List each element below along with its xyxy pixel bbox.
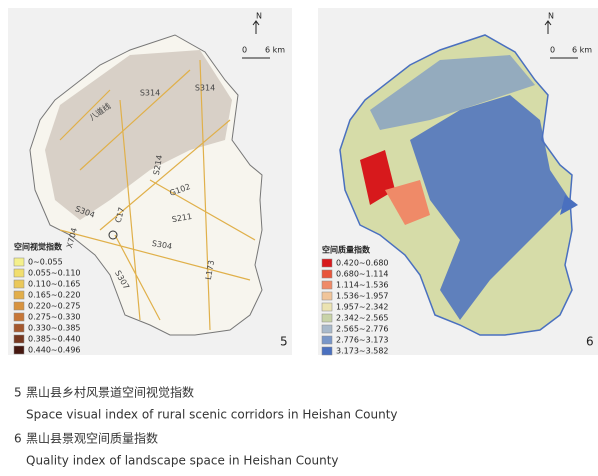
- road-label: S304: [151, 239, 173, 251]
- legend-label: 2.565~2.776: [336, 325, 389, 334]
- quality-area: [410, 95, 570, 320]
- legend-label: 3.173~3.582: [336, 347, 389, 356]
- figure-number: 5: [280, 335, 288, 349]
- road-label: S211: [171, 212, 193, 224]
- legend-label: 0.330~0.385: [28, 324, 81, 333]
- legend-swatch: [321, 324, 333, 334]
- caption-number: 5: [14, 386, 22, 400]
- legend-swatch: [321, 335, 333, 345]
- roads: [59, 59, 256, 331]
- north-arrow: [544, 20, 552, 34]
- caption-en: Quality index of landscape space in Heis…: [26, 454, 339, 468]
- scale-start: 0: [550, 46, 555, 55]
- legend-swatch: [321, 258, 333, 268]
- caption-en: Space visual index of rural scenic corri…: [26, 408, 398, 422]
- legend-swatch: [13, 290, 25, 300]
- legend-label: 0.055~0.110: [28, 269, 81, 278]
- scale-end: 6 km: [572, 46, 592, 55]
- figure-number: 6: [586, 335, 594, 349]
- quality-area: [385, 180, 430, 225]
- scale-start: 0: [242, 46, 247, 55]
- road-label: S314: [195, 84, 215, 93]
- legend-swatch: [321, 269, 333, 279]
- legend-swatch: [13, 334, 25, 344]
- road-label: L173: [204, 260, 216, 281]
- legend-label: 0.220~0.275: [28, 302, 81, 311]
- scale-end: 6 km: [265, 46, 285, 55]
- road-label: S314: [140, 89, 160, 98]
- legend-label: 1.536~1.957: [336, 292, 389, 301]
- legend-label: 0.440~0.496: [28, 346, 81, 355]
- legend-swatch: [13, 301, 25, 311]
- legend-label: 0.385~0.440: [28, 335, 81, 344]
- legend-label: 1.114~1.536: [336, 281, 389, 290]
- legend-swatch: [13, 345, 25, 355]
- caption-number: 6: [14, 432, 22, 446]
- legend-swatch: [13, 312, 25, 322]
- road-label: S214: [152, 154, 164, 176]
- legend-label: 0.275~0.330: [28, 313, 81, 322]
- legend-swatch: [321, 346, 333, 356]
- north-arrow: [252, 20, 260, 34]
- legend-title: 空间质量指数: [322, 245, 371, 255]
- legend-label: 1.957~2.342: [336, 303, 389, 312]
- legend-title: 空间视觉指数: [14, 242, 63, 252]
- legend-swatch: [13, 279, 25, 289]
- quality-area: [370, 55, 535, 130]
- legend-label: 2.776~3.173: [336, 336, 389, 345]
- legend-swatch: [321, 313, 333, 323]
- town-marker: [108, 230, 118, 240]
- caption-zh: 黑山县景观空间质量指数: [26, 431, 158, 446]
- legend-swatch: [13, 268, 25, 278]
- legend-swatch: [13, 257, 25, 267]
- visibility-area: [45, 50, 232, 220]
- legend-label: 0.110~0.165: [28, 280, 81, 289]
- caption-zh: 黑山县乡村风景道空间视觉指数: [26, 385, 194, 400]
- legend-label: 2.342~2.565: [336, 314, 389, 323]
- legend-swatch: [321, 302, 333, 312]
- river: [560, 195, 578, 215]
- north-label: N: [256, 12, 262, 21]
- legend-label: 0.420~0.680: [336, 259, 389, 268]
- legend-label: 0.165~0.220: [28, 291, 81, 300]
- legend-label: 0.680~1.114: [336, 270, 389, 279]
- legend-swatch: [321, 280, 333, 290]
- legend-label: 0~0.055: [28, 258, 63, 267]
- legend-swatch: [13, 323, 25, 333]
- road-label: C17: [114, 206, 127, 224]
- north-label: N: [548, 12, 554, 21]
- legend-swatch: [321, 291, 333, 301]
